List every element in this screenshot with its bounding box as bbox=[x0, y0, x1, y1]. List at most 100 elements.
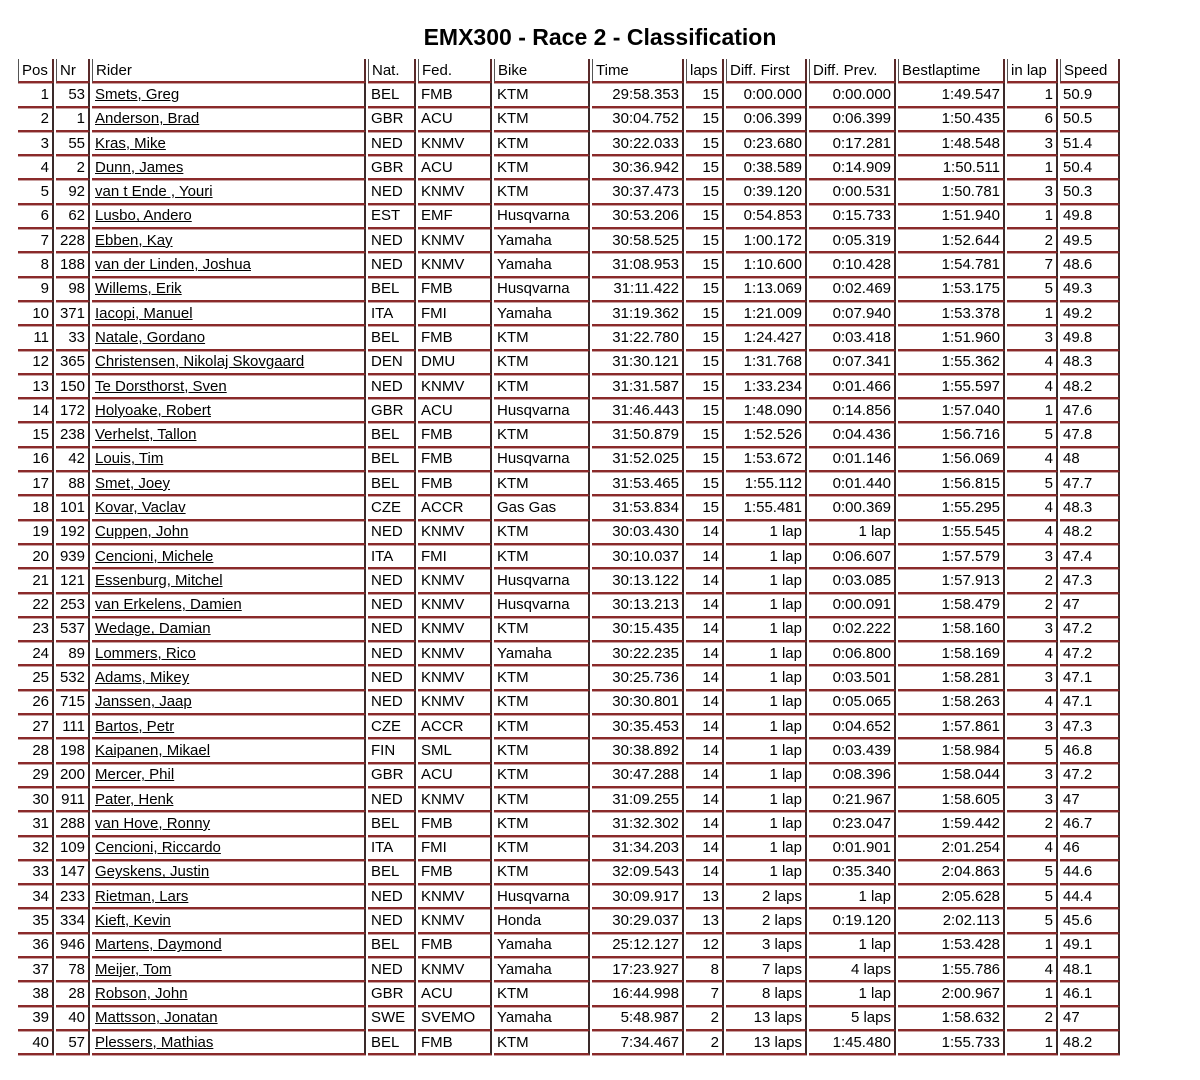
cell-in-lap: 4 bbox=[1007, 520, 1058, 545]
cell-nr: 92 bbox=[56, 180, 90, 205]
rider-link[interactable]: Te Dorsthorst, Sven bbox=[92, 374, 366, 400]
cell-fed: ACCR bbox=[418, 496, 492, 521]
cell-time: 31:19.362 bbox=[592, 301, 684, 327]
cell-diff-prev: 0:01.440 bbox=[809, 472, 896, 497]
rider-link[interactable]: Dunn, James bbox=[92, 156, 366, 181]
cell-in-lap: 4 bbox=[1007, 690, 1058, 716]
column-header-time[interactable]: Time bbox=[592, 59, 684, 84]
rider-link[interactable]: Janssen, Jaap bbox=[92, 690, 366, 716]
cell-pos: 12 bbox=[18, 350, 54, 375]
cell-speed: 50.3 bbox=[1060, 180, 1120, 205]
cell-speed: 48.2 bbox=[1060, 520, 1120, 545]
cell-diff-first: 1 lap bbox=[726, 860, 807, 886]
rider-link[interactable]: van t Ende , Youri bbox=[92, 180, 366, 205]
cell-diff-first: 1:55.112 bbox=[726, 472, 807, 497]
cell-fed: KNMV bbox=[418, 253, 492, 278]
rider-link[interactable]: Robson, John bbox=[92, 982, 366, 1007]
rider-link[interactable]: Martens, Daymond bbox=[92, 933, 366, 958]
cell-time: 16:44.998 bbox=[592, 982, 684, 1007]
cell-fed: ACCR bbox=[418, 715, 492, 740]
rider-link[interactable]: Mattsson, Jonatan bbox=[92, 1006, 366, 1031]
table-row: 38 28 Robson, John GBR ACU KTM 16:44.998 7 8 lap… bbox=[18, 982, 1120, 1007]
column-header-pos[interactable]: Pos bbox=[18, 59, 54, 84]
column-header-in-lap[interactable]: in lap bbox=[1007, 59, 1058, 84]
cell-nat: NED bbox=[368, 885, 416, 910]
rider-link[interactable]: Louis, Tim bbox=[92, 447, 366, 473]
rider-link[interactable]: Rietman, Lars bbox=[92, 885, 366, 910]
cell-nat: ITA bbox=[368, 301, 416, 327]
rider-link[interactable]: Essenburg, Mitchel bbox=[92, 569, 366, 594]
rider-link[interactable]: Adams, Mikey bbox=[92, 666, 366, 691]
cell-nr: 53 bbox=[56, 83, 90, 108]
cell-diff-first: 1:21.009 bbox=[726, 301, 807, 327]
rider-link[interactable]: Anderson, Brad bbox=[92, 107, 366, 132]
rider-link[interactable]: Willems, Erik bbox=[92, 277, 366, 302]
cell-fed: KNMV bbox=[418, 690, 492, 716]
column-header-bestlaptime[interactable]: Bestlaptime bbox=[898, 59, 1005, 84]
column-header-diff-first[interactable]: Diff. First bbox=[726, 59, 807, 84]
column-header-nr[interactable]: Nr bbox=[56, 59, 90, 84]
cell-pos: 1 bbox=[18, 83, 54, 108]
cell-laps: 12 bbox=[686, 933, 724, 958]
cell-diff-first: 1 lap bbox=[726, 666, 807, 691]
column-header-rider[interactable]: Rider bbox=[92, 59, 366, 84]
cell-time: 30:37.473 bbox=[592, 180, 684, 205]
rider-link[interactable]: Mercer, Phil bbox=[92, 763, 366, 788]
table-row: 4 2 Dunn, James GBR ACU KTM 30:36.942 15 0:38.58… bbox=[18, 156, 1120, 181]
rider-link[interactable]: Iacopi, Manuel bbox=[92, 301, 366, 327]
rider-link[interactable]: Lommers, Rico bbox=[92, 642, 366, 667]
rider-link[interactable]: Cencioni, Michele bbox=[92, 544, 366, 570]
cell-pos: 14 bbox=[18, 399, 54, 424]
rider-link[interactable]: Smet, Joey bbox=[92, 472, 366, 497]
column-header-bike[interactable]: Bike bbox=[494, 59, 590, 84]
column-header-diff-prev[interactable]: Diff. Prev. bbox=[809, 59, 896, 84]
cell-time: 31:46.443 bbox=[592, 399, 684, 424]
rider-link[interactable]: Cuppen, John bbox=[92, 520, 366, 545]
cell-speed: 48.1 bbox=[1060, 957, 1120, 983]
cell-fed: SVEMO bbox=[418, 1006, 492, 1031]
rider-link[interactable]: Geyskens, Justin bbox=[92, 860, 366, 886]
column-header-laps[interactable]: laps bbox=[686, 59, 724, 84]
column-header-nat[interactable]: Nat. bbox=[368, 59, 416, 84]
cell-diff-first: 1 lap bbox=[726, 617, 807, 643]
rider-link[interactable]: Smets, Greg bbox=[92, 83, 366, 108]
rider-link[interactable]: Kovar, Vaclav bbox=[92, 496, 366, 521]
cell-fed: ACU bbox=[418, 982, 492, 1007]
cell-nr: 42 bbox=[56, 447, 90, 473]
rider-link[interactable]: Bartos, Petr bbox=[92, 715, 366, 740]
rider-link[interactable]: Kaipanen, Mikael bbox=[92, 739, 366, 764]
cell-in-lap: 3 bbox=[1007, 787, 1058, 813]
rider-link[interactable]: Christensen, Nikolaj Skovgaard bbox=[92, 350, 366, 375]
column-header-speed[interactable]: Speed bbox=[1060, 59, 1120, 84]
cell-nat: BEL bbox=[368, 933, 416, 958]
rider-link[interactable]: van Hove, Ronny bbox=[92, 812, 366, 837]
rider-link[interactable]: Pater, Henk bbox=[92, 787, 366, 813]
rider-link[interactable]: Lusbo, Andero bbox=[92, 204, 366, 230]
cell-time: 17:23.927 bbox=[592, 957, 684, 983]
cell-bestlaptime: 1:57.861 bbox=[898, 715, 1005, 740]
cell-bike: KTM bbox=[494, 787, 590, 813]
rider-link[interactable]: Ebben, Kay bbox=[92, 229, 366, 254]
rider-link[interactable]: Wedage, Damian bbox=[92, 617, 366, 643]
cell-in-lap: 1 bbox=[1007, 83, 1058, 108]
cell-nat: NED bbox=[368, 787, 416, 813]
rider-link[interactable]: Cencioni, Riccardo bbox=[92, 836, 366, 861]
cell-time: 5:48.987 bbox=[592, 1006, 684, 1031]
rider-link[interactable]: Natale, Gordano bbox=[92, 326, 366, 351]
table-row: 19 192 Cuppen, John NED KNMV KTM 30:03.430 14 1 … bbox=[18, 520, 1120, 545]
cell-time: 30:36.942 bbox=[592, 156, 684, 181]
rider-link[interactable]: Holyoake, Robert bbox=[92, 399, 366, 424]
rider-link[interactable]: van der Linden, Joshua bbox=[92, 253, 366, 278]
rider-link[interactable]: Kieft, Kevin bbox=[92, 909, 366, 934]
cell-in-lap: 2 bbox=[1007, 593, 1058, 618]
rider-link[interactable]: van Erkelens, Damien bbox=[92, 593, 366, 618]
cell-diff-prev: 0:00.000 bbox=[809, 83, 896, 108]
rider-link[interactable]: Kras, Mike bbox=[92, 131, 366, 157]
cell-diff-first: 0:54.853 bbox=[726, 204, 807, 230]
rider-link[interactable]: Verhelst, Tallon bbox=[92, 423, 366, 448]
rider-link[interactable]: Plessers, Mathias bbox=[92, 1030, 366, 1056]
column-header-fed[interactable]: Fed. bbox=[418, 59, 492, 84]
cell-time: 31:11.422 bbox=[592, 277, 684, 302]
cell-speed: 46.8 bbox=[1060, 739, 1120, 764]
rider-link[interactable]: Meijer, Tom bbox=[92, 957, 366, 983]
